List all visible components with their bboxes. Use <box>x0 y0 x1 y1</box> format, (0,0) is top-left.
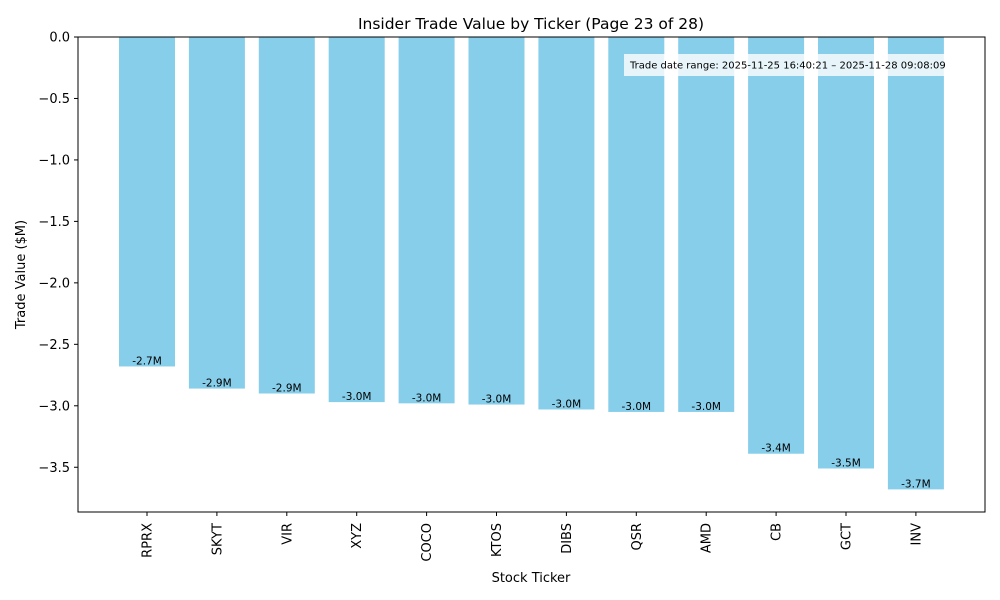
y-tick-label: −2.5 <box>38 338 70 353</box>
x-tick-label-coco: COCO <box>420 523 435 562</box>
bars-group <box>119 37 944 490</box>
annotation-box <box>624 54 985 76</box>
x-tick-label-rprx: RPRX <box>141 523 156 558</box>
x-tick-label-qsr: QSR <box>630 523 645 551</box>
y-axis: 0.0 −0.5 −1.0 −1.5 −2.0 −2.5 −3.0 −3.5 <box>38 31 78 476</box>
x-tick-label-gct: GCT <box>840 523 855 550</box>
chart-title: Insider Trade Value by Ticker (Page 23 o… <box>358 15 704 33</box>
data-label-cb: -3.4M <box>761 443 791 455</box>
data-label-amd: -3.0M <box>691 401 721 413</box>
x-tick-label-xyz: XYZ <box>350 523 365 549</box>
y-tick-label: −2.0 <box>38 276 70 291</box>
bar-xyz <box>328 37 385 403</box>
y-tick-label: −0.5 <box>38 92 70 107</box>
bar-inv <box>887 37 944 490</box>
x-tick-label-ktos: KTOS <box>490 523 505 557</box>
x-tick-label-vir: VIR <box>280 523 295 545</box>
y-tick-label: −1.0 <box>38 153 70 168</box>
bar-rprx <box>119 37 175 367</box>
data-label-skyt: -2.9M <box>202 378 232 390</box>
bar-skyt <box>188 37 245 389</box>
bar-dibs <box>538 37 595 410</box>
bar-gct <box>818 37 874 469</box>
data-label-ktos: -3.0M <box>482 394 512 406</box>
x-tick-label-inv: INV <box>909 523 924 546</box>
data-label-gct: -3.5M <box>831 457 861 469</box>
annotation-text: Trade date range: 2025-11-25 16:40:21 – … <box>629 61 946 72</box>
plot-frame <box>77 36 986 513</box>
y-tick-label: −3.5 <box>38 461 70 476</box>
bar-ktos <box>468 37 525 405</box>
data-label-dibs: -3.0M <box>552 398 582 410</box>
data-label-qsr: -3.0M <box>622 401 652 413</box>
x-tick-label-amd: AMD <box>700 523 715 553</box>
y-tick-label: −1.5 <box>38 215 70 230</box>
bar-amd <box>678 37 735 412</box>
y-tick-label: −3.0 <box>38 399 70 414</box>
data-labels-group: -2.7M -2.9M -2.9M -3.0M -3.0M -3.0M -3.0M -3.0M… <box>132 355 930 490</box>
x-tick-label-cb: CB <box>770 523 785 541</box>
data-label-vir: -2.9M <box>272 382 302 394</box>
bar-cb <box>748 37 805 454</box>
data-label-xyz: -3.0M <box>342 391 372 403</box>
data-label-inv: -3.7M <box>901 478 931 490</box>
data-label-rprx: -2.7M <box>132 355 162 367</box>
bar-vir <box>258 37 315 394</box>
bar-qsr <box>608 37 665 412</box>
bar-coco <box>398 37 455 404</box>
y-tick-label: 0.0 <box>49 31 70 46</box>
x-tick-label-dibs: DIBS <box>560 523 575 554</box>
x-tick-label-skyt: SKYT <box>210 523 225 555</box>
y-axis-label: Trade Value ($M) <box>14 220 29 330</box>
x-axis-label: Stock Ticker <box>492 571 571 586</box>
x-axis: RPRX SKYT VIR XYZ COCO KTOS DIBS QSR AMD CB GCT INV <box>141 512 924 562</box>
data-label-coco: -3.0M <box>412 392 442 404</box>
